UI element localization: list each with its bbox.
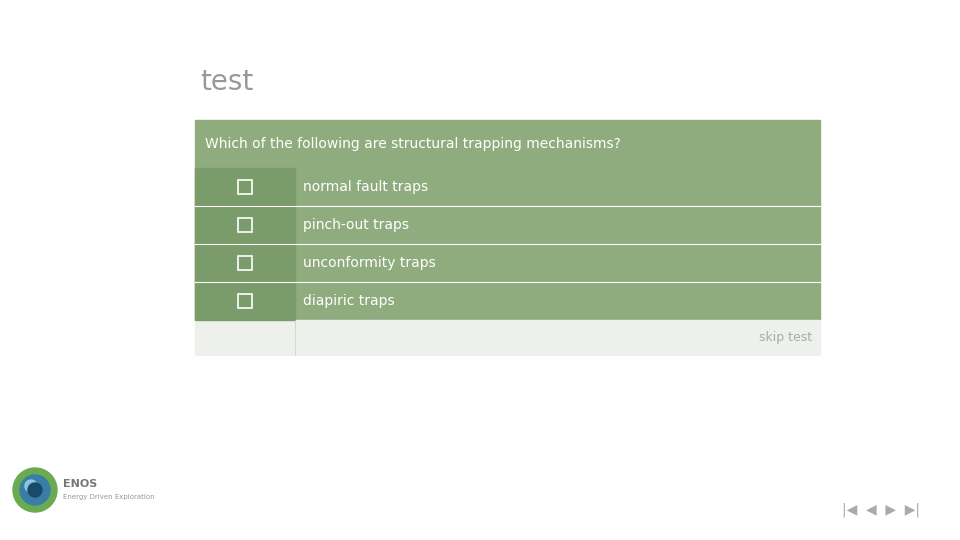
Circle shape — [28, 483, 42, 497]
Bar — [195, 244, 820, 282]
Circle shape — [25, 480, 37, 492]
Text: Which of the following are structural trapping mechanisms?: Which of the following are structural tr… — [205, 137, 621, 151]
Bar — [195, 168, 820, 206]
Text: ENOS: ENOS — [63, 479, 97, 489]
Bar — [195, 244, 295, 282]
Text: skip test: skip test — [758, 331, 812, 344]
Bar — [195, 320, 820, 355]
Bar — [195, 120, 820, 168]
Text: unconformity traps: unconformity traps — [303, 256, 436, 270]
Bar — [238, 294, 252, 308]
Bar — [195, 206, 820, 244]
Bar — [195, 206, 295, 244]
Bar — [238, 218, 252, 232]
Bar — [195, 168, 295, 206]
Bar — [195, 282, 295, 320]
Text: normal fault traps: normal fault traps — [303, 180, 428, 194]
Circle shape — [20, 475, 50, 505]
Text: pinch-out traps: pinch-out traps — [303, 218, 409, 232]
Text: test: test — [200, 68, 253, 96]
Bar — [195, 282, 820, 320]
Text: diapiric traps: diapiric traps — [303, 294, 395, 308]
Circle shape — [13, 468, 57, 512]
Text: Energy Driven Exploration: Energy Driven Exploration — [63, 494, 155, 500]
Bar — [238, 256, 252, 270]
Text: |◀  ◀  ▶  ▶|: |◀ ◀ ▶ ▶| — [842, 503, 920, 517]
Bar — [238, 180, 252, 194]
